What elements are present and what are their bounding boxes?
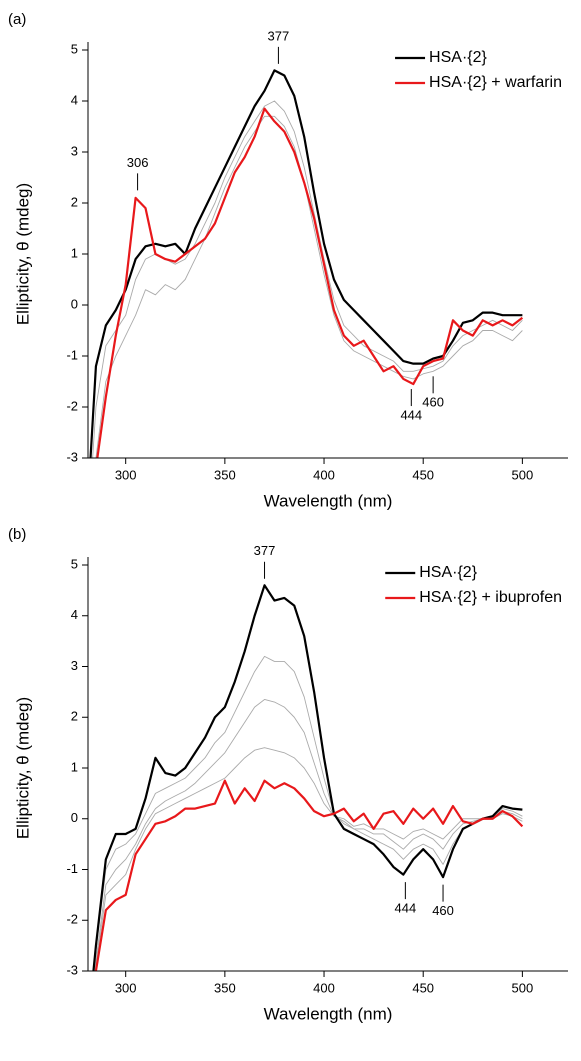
legend-label: HSA·{2} — [419, 564, 477, 581]
annotation: 444 — [395, 901, 417, 916]
x-tick-label: 450 — [412, 980, 434, 995]
y-tick-label: -2 — [66, 398, 78, 413]
y-tick-label: 2 — [71, 709, 78, 724]
annotation: 377 — [254, 543, 276, 558]
legend-label: HSA·{2} — [429, 49, 487, 66]
data-line — [89, 69, 523, 458]
y-tick-label: 3 — [71, 658, 78, 673]
x-tick-label: 300 — [115, 467, 137, 482]
y-tick-label: 0 — [71, 810, 78, 825]
x-tick-label: 500 — [512, 467, 534, 482]
y-tick-label: 0 — [71, 296, 78, 311]
y-tick-label: 3 — [71, 143, 78, 158]
x-tick-label: 400 — [313, 467, 335, 482]
data-line — [95, 747, 523, 971]
panel-label: (b) — [8, 526, 26, 543]
x-tick-label: 500 — [512, 980, 534, 995]
data-line — [96, 107, 524, 458]
plot-area — [92, 584, 524, 971]
panel-label: (a) — [8, 11, 26, 28]
plot-area — [89, 69, 524, 458]
y-tick-label: -2 — [66, 912, 78, 927]
annotation: 460 — [422, 395, 444, 410]
x-axis-title: Wavelength (nm) — [264, 491, 393, 510]
y-tick-label: 5 — [71, 41, 78, 56]
annotation: 377 — [268, 28, 290, 43]
y-tick-label: -3 — [66, 962, 78, 977]
panel: (b) -3 -2 -1 0 1 2 3 4 5 300 350 400 450 500 Wavelength… — [8, 526, 568, 1023]
data-line — [94, 779, 524, 971]
y-axis-title: Ellipticity, θ (mdeg) — [13, 697, 32, 839]
x-tick-label: 300 — [115, 980, 137, 995]
x-tick-label: 400 — [313, 980, 335, 995]
annotation: 306 — [127, 155, 149, 170]
y-tick-label: 5 — [71, 556, 78, 571]
y-axis-title: Ellipticity, θ (mdeg) — [13, 183, 32, 325]
y-tick-label: -3 — [66, 449, 78, 464]
data-line — [92, 584, 523, 971]
y-tick-label: 4 — [71, 92, 78, 107]
x-tick-label: 350 — [214, 980, 236, 995]
data-line — [93, 655, 523, 971]
x-tick-label: 450 — [412, 467, 434, 482]
x-tick-label: 350 — [214, 467, 236, 482]
y-tick-label: 1 — [71, 245, 78, 260]
y-tick-label: 2 — [71, 194, 78, 209]
x-axis-title: Wavelength (nm) — [264, 1004, 393, 1023]
annotation: 460 — [432, 903, 454, 918]
y-tick-label: 4 — [71, 607, 78, 622]
data-line — [94, 699, 523, 971]
y-tick-label: -1 — [66, 347, 78, 362]
legend-label: HSA·{2} + ibuprofen — [419, 589, 562, 606]
panel: (a) -3 -2 -1 0 1 2 3 4 5 300 350 400 450 500 Wavelength… — [8, 11, 568, 510]
y-tick-label: -1 — [66, 861, 78, 876]
y-tick-label: 1 — [71, 759, 78, 774]
legend-label: HSA·{2} + warfarin — [429, 74, 562, 91]
annotation: 444 — [400, 407, 422, 422]
